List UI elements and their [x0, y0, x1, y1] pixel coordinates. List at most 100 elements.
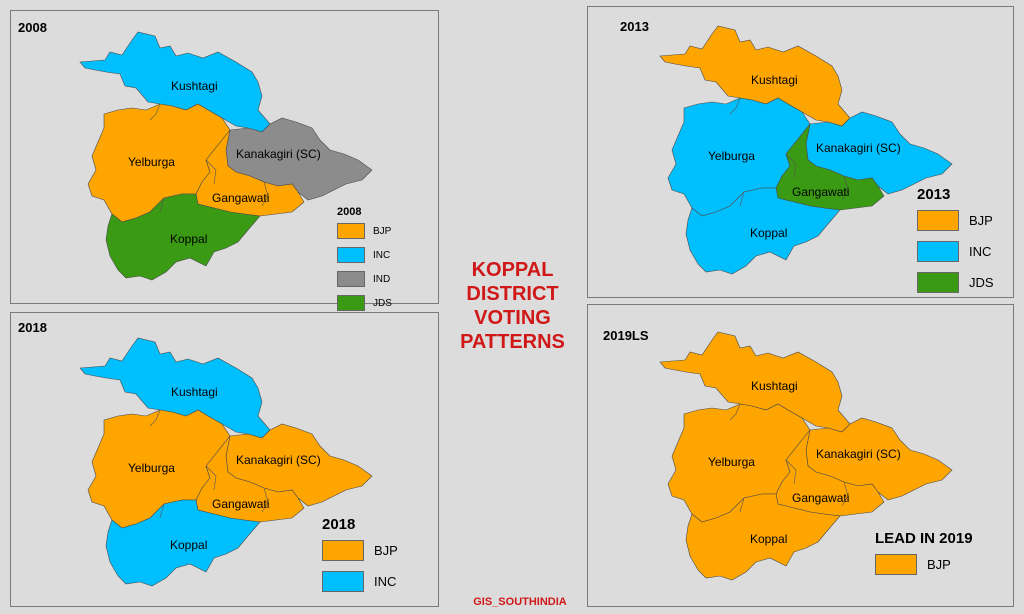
region-kushtagi — [659, 331, 851, 433]
region-label: Kanakagiri (SC) — [236, 147, 321, 161]
legend-label: BJP — [373, 225, 392, 237]
legend-title: LEAD IN 2019 — [875, 530, 973, 547]
title-line: PATTERNS — [460, 331, 565, 353]
panel-year-2008: 2008 — [18, 20, 47, 35]
region-label: Kanakagiri (SC) — [816, 141, 901, 155]
legend-swatch — [337, 271, 365, 287]
boundary-line — [729, 97, 741, 115]
source-credit: GIS_SOUTHINDIA — [473, 596, 567, 608]
boundary-line — [841, 481, 849, 507]
boundary-line — [205, 465, 217, 491]
legend-title: 2018 — [322, 516, 356, 533]
legend-item: INC — [337, 246, 392, 264]
legend-item: IND — [337, 270, 392, 288]
title-line: KOPPAL — [471, 259, 554, 281]
region-label: Kushtagi — [171, 385, 218, 399]
boundary-line — [729, 403, 741, 421]
main-title: KOPPAL DISTRICT VOTING PATTERNS — [440, 258, 585, 354]
region-kushtagi — [659, 25, 851, 127]
region-label: Yelburga — [708, 149, 755, 163]
legend-label: INC — [374, 573, 397, 589]
legend-title: 2008 — [337, 206, 362, 218]
legend-item: INC — [322, 570, 398, 592]
boundary-line — [785, 459, 797, 485]
boundary-line — [261, 181, 269, 207]
boundary-line — [159, 503, 165, 519]
boundary-line — [149, 103, 161, 121]
region-label: Gangawati — [792, 491, 849, 505]
legend-item: INC — [917, 240, 994, 262]
legend-label: BJP — [969, 212, 993, 228]
legend-2019: LEAD IN 2019 BJP — [875, 530, 973, 584]
legend-item: BJP — [917, 209, 994, 231]
region-koppal — [685, 187, 841, 275]
boundary-line — [159, 197, 165, 213]
region-label: Yelburga — [708, 455, 755, 469]
legend-item: JDS — [337, 294, 392, 312]
boundary-line — [785, 153, 797, 179]
region-label: Koppal — [750, 226, 787, 240]
legend-item: BJP — [322, 539, 398, 561]
legend-swatch — [875, 553, 917, 575]
boundary-line — [841, 175, 849, 201]
boundary-line — [205, 159, 217, 185]
legend-label: IND — [373, 273, 391, 285]
region-label: Gangawati — [212, 191, 269, 205]
region-label: Koppal — [170, 232, 207, 246]
legend-swatch — [322, 539, 364, 561]
panel-year-2013: 2013 — [620, 19, 649, 34]
region-label: Kanakagiri (SC) — [816, 447, 901, 461]
legend-swatch — [337, 295, 365, 311]
region-kushtagi — [79, 31, 271, 133]
boundary-line — [739, 497, 745, 513]
legend-label: JDS — [373, 297, 392, 309]
title-line: DISTRICT — [466, 283, 559, 305]
legend-label: INC — [969, 243, 992, 259]
region-label: Koppal — [750, 532, 787, 546]
region-label: Kushtagi — [171, 79, 218, 93]
legend-label: INC — [373, 249, 391, 261]
boundary-line — [739, 191, 745, 207]
legend-swatch — [917, 271, 959, 293]
panel-year-2019ls: 2019LS — [603, 328, 649, 343]
legend-label: BJP — [374, 542, 398, 558]
legend-item: BJP — [337, 222, 392, 240]
boundary-line — [261, 487, 269, 513]
legend-swatch — [322, 570, 364, 592]
region-koppal — [105, 193, 261, 281]
region-label: Koppal — [170, 538, 207, 552]
region-gangawati — [775, 429, 885, 517]
region-gangawati — [775, 123, 885, 211]
region-kushtagi — [79, 337, 271, 439]
region-label: Kanakagiri (SC) — [236, 453, 321, 467]
legend-swatch — [917, 209, 959, 231]
region-label: Kushtagi — [751, 379, 798, 393]
legend-label: BJP — [927, 556, 951, 572]
panel-year-2018: 2018 — [18, 320, 47, 335]
region-label: Yelburga — [128, 155, 175, 169]
region-koppal — [685, 493, 841, 581]
legend-2013: 2013 BJP INC JDS — [917, 186, 994, 302]
region-gangawati — [195, 435, 305, 523]
legend-title: 2013 — [917, 186, 951, 203]
title-line: VOTING — [474, 307, 551, 329]
legend-swatch — [337, 247, 365, 263]
region-label: Yelburga — [128, 461, 175, 475]
region-gangawati — [195, 129, 305, 217]
region-koppal — [105, 499, 261, 587]
region-label: Kushtagi — [751, 73, 798, 87]
legend-item: BJP — [875, 553, 973, 575]
legend-swatch — [337, 223, 365, 239]
legend-swatch — [917, 240, 959, 262]
region-label: Gangawati — [792, 185, 849, 199]
boundary-line — [149, 409, 161, 427]
legend-label: JDS — [969, 274, 994, 290]
region-label: Gangawati — [212, 497, 269, 511]
legend-2018: 2018 BJP INC — [322, 516, 398, 601]
legend-item: JDS — [917, 271, 994, 293]
legend-2008: 2008 BJP INC IND JDS — [337, 206, 392, 318]
